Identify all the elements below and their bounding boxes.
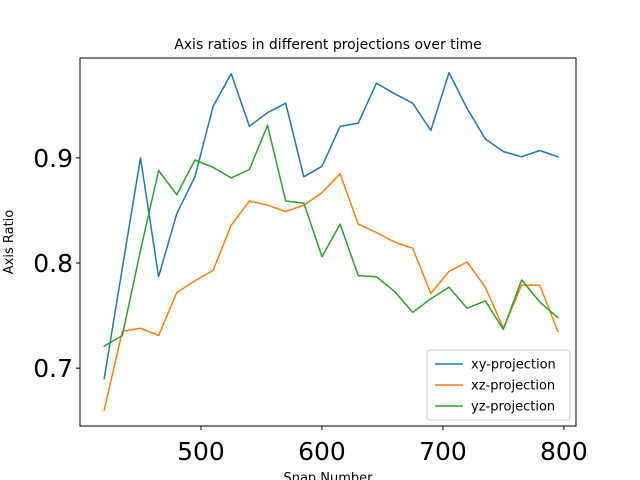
plot-area-frame xyxy=(79,57,577,427)
y-tick-label: 0.8 xyxy=(33,249,73,278)
y-tick-label: 0.7 xyxy=(33,354,73,383)
chart-title: Axis ratios in different projections ove… xyxy=(174,37,482,53)
series-line-yz-projection xyxy=(103,124,559,348)
legend: xy-projection xz-projection yz-projection xyxy=(426,349,571,421)
x-tick-label: 500 xyxy=(177,437,225,466)
series-line-xy-projection xyxy=(103,71,559,380)
legend-label-xy-projection: xy-projection xyxy=(471,358,556,373)
x-tick-label: 700 xyxy=(419,437,467,466)
x-tick-label: 600 xyxy=(298,437,346,466)
x-tick-label: 800 xyxy=(540,437,588,466)
y-axis-label: Axis Ratio xyxy=(2,210,17,275)
x-axis-label: Snap Number xyxy=(283,471,373,480)
legend-box xyxy=(426,349,571,421)
legend-label-xz-projection: xz-projection xyxy=(471,379,555,394)
y-tick-label: 0.9 xyxy=(33,144,73,173)
legend-label-yz-projection: yz-projection xyxy=(471,400,555,415)
series-line-xz-projection xyxy=(103,172,559,412)
